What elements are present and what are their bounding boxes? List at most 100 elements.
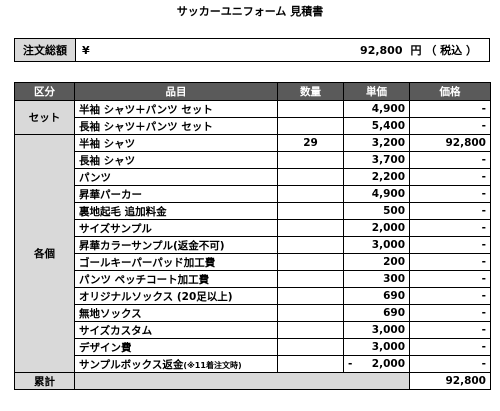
item-name: サンプルボックス返金(※11着注文時)	[74, 355, 278, 373]
item-price: -	[409, 117, 491, 135]
item-quantity	[277, 236, 344, 254]
item-unit-price: 3,200	[343, 134, 410, 152]
item-name: サイズカスタム	[74, 321, 278, 339]
item-unit-price: 200	[343, 253, 410, 271]
header-quantity: 数量	[277, 82, 344, 101]
item-unit-price: 3,700	[343, 151, 410, 169]
table-row: パンツ ペッチコート加工費 300-	[15, 270, 491, 288]
category-individual: 各個	[14, 134, 75, 373]
table-row: ゴールキーパーパッド加工費 200-	[15, 253, 491, 271]
item-quantity	[277, 338, 344, 356]
item-name: ゴールキーパーパッド加工費	[74, 253, 278, 271]
item-unit-price: 2,000	[343, 219, 410, 237]
item-unit-price: 690	[343, 304, 410, 322]
table-row: パンツ 2,200-	[15, 168, 491, 186]
document-title: サッカーユニフォーム 見積書	[176, 5, 324, 18]
item-quantity: 29	[277, 134, 344, 152]
table-row: セット 半袖 シャツ＋パンツ セット 4,900 -	[14, 100, 491, 135]
item-quantity	[277, 202, 344, 220]
cumulative-label: 累計	[14, 372, 75, 390]
item-price: -	[409, 151, 491, 169]
item-unit-price: 4,900	[343, 185, 410, 203]
item-quantity	[277, 219, 344, 237]
item-unit-price: 3,000	[343, 321, 410, 339]
item-unit-price: 500	[343, 202, 410, 220]
item-unit-price: 3,000	[343, 338, 410, 356]
item-name: 長袖 シャツ	[74, 151, 278, 169]
item-name: 半袖 シャツ＋パンツ セット	[74, 100, 278, 118]
item-quantity	[277, 270, 344, 288]
cumulative-spacer	[74, 372, 410, 390]
table-row: デザイン費 3,000-	[15, 338, 491, 356]
item-name: オリジナルソックス (20足以上)	[74, 287, 278, 305]
order-total-unit: 円 （ 税込 ）	[410, 44, 478, 57]
table-header-row: 区分 品目 数量 単価 価格	[14, 82, 491, 101]
item-price: -	[409, 168, 491, 186]
item-unit-price: 2,200	[343, 168, 410, 186]
refund-item-name: サンプルボックス返金	[79, 358, 184, 371]
item-quantity	[277, 185, 344, 203]
order-total-value: 92,800	[360, 43, 403, 57]
item-quantity	[277, 355, 344, 373]
order-total-label: 注文総額	[15, 39, 76, 61]
currency-symbol: ¥	[82, 43, 90, 57]
item-price: -	[409, 304, 491, 322]
table-row: 長袖 シャツ＋パンツ セット 5,400 -	[15, 117, 491, 135]
order-total-box: 注文総額 ¥ 92,800 円 （ 税込 ）	[14, 38, 490, 62]
item-quantity	[277, 304, 344, 322]
minus-sign: -	[348, 358, 353, 370]
item-unit-price: - 2,000	[343, 355, 410, 373]
category-set: セット	[14, 100, 75, 135]
item-unit-price: 4,900	[343, 100, 410, 118]
header-category: 区分	[14, 82, 75, 101]
item-price: -	[409, 236, 491, 254]
table-body: セット 半袖 シャツ＋パンツ セット 4,900 - 長袖 シャツ＋パンツ セッ…	[14, 100, 491, 390]
item-price: -	[409, 253, 491, 271]
table-row: サイズカスタム 3,000-	[15, 321, 491, 339]
item-price: -	[409, 287, 491, 305]
item-name: 裏地起毛 追加料金	[74, 202, 278, 220]
header-price: 価格	[409, 82, 491, 101]
table-row: オリジナルソックス (20足以上) 690-	[15, 287, 491, 305]
item-quantity	[277, 253, 344, 271]
item-name: 昇華カラーサンプル(返金不可)	[74, 236, 278, 254]
item-price: -	[409, 355, 491, 373]
item-price: -	[409, 185, 491, 203]
table-row: 長袖 シャツ 3,700-	[15, 151, 491, 169]
table-row: 昇華カラーサンプル(返金不可) 3,000-	[15, 236, 491, 254]
header-item: 品目	[74, 82, 278, 101]
item-quantity	[277, 287, 344, 305]
table-row: サイズサンプル 2,000-	[15, 219, 491, 237]
item-name: デザイン費	[74, 338, 278, 356]
item-price: -	[409, 219, 491, 237]
item-name: 半袖 シャツ	[74, 134, 278, 152]
cumulative-price: 92,800	[409, 372, 491, 390]
item-name: パンツ	[74, 168, 278, 186]
order-total-amount: 92,800 円 （ 税込 ）	[102, 39, 489, 61]
item-quantity	[277, 321, 344, 339]
item-name: 無地ソックス	[74, 304, 278, 322]
table-row: 無地ソックス 690-	[15, 304, 491, 322]
item-name: パンツ ペッチコート加工費	[74, 270, 278, 288]
table-row: 各個 半袖 シャツ 29 3,200 92,800	[14, 134, 491, 373]
item-name: サイズサンプル	[74, 219, 278, 237]
item-price: -	[409, 321, 491, 339]
item-price: -	[409, 202, 491, 220]
item-price: -	[409, 270, 491, 288]
table-row-refund: サンプルボックス返金(※11着注文時) -2,000-	[15, 355, 491, 373]
item-price: -	[409, 100, 491, 118]
item-quantity	[277, 100, 344, 118]
item-quantity	[277, 168, 344, 186]
item-unit-price: 300	[343, 270, 410, 288]
header-unit-price: 単価	[343, 82, 410, 101]
item-quantity	[277, 117, 344, 135]
item-price: 92,800	[409, 134, 491, 152]
item-name: 長袖 シャツ＋パンツ セット	[74, 117, 278, 135]
item-unit-price: 5,400	[343, 117, 410, 135]
estimate-table: 区分 品目 数量 単価 価格 セット 半袖 シャツ＋パンツ セット 4,900 …	[14, 82, 491, 390]
item-name: 昇華パーカー	[74, 185, 278, 203]
refund-amount: 2,000	[371, 358, 405, 370]
cumulative-total-row: 累計 92,800	[14, 372, 491, 390]
item-unit-price: 3,000	[343, 236, 410, 254]
table-row: 昇華パーカー 4,900-	[15, 185, 491, 203]
